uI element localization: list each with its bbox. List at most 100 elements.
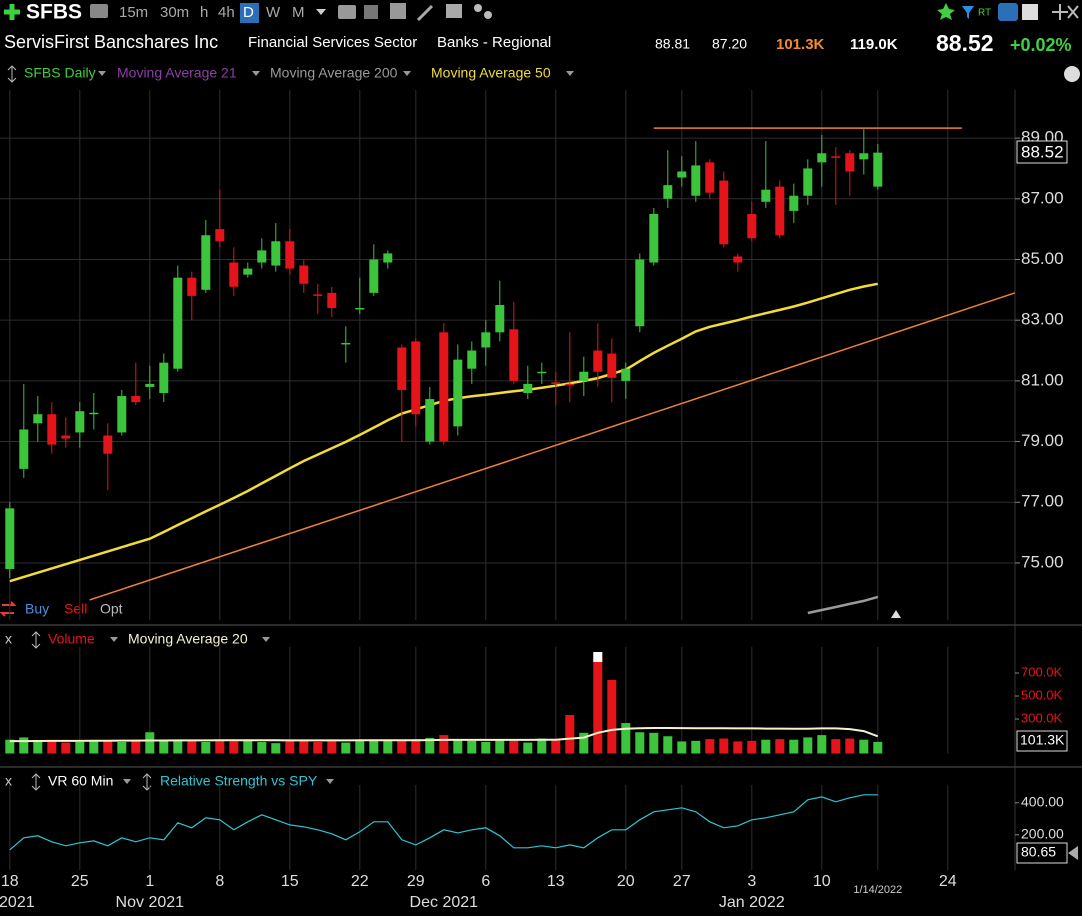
month-label: 2021 <box>0 894 35 911</box>
volume-bar <box>47 741 57 754</box>
candle-body <box>341 342 351 345</box>
x-tick-label: 10 <box>813 873 831 890</box>
icon[interactable] <box>474 4 482 12</box>
legend-entry: Moving Average 200 <box>270 65 398 81</box>
sell-button[interactable]: Sell <box>64 601 87 617</box>
icon[interactable] <box>338 5 356 19</box>
dropdown[interactable] <box>262 637 270 642</box>
panel-close[interactable]: x <box>5 631 12 647</box>
icon[interactable] <box>416 4 434 22</box>
volume-bar <box>229 741 239 754</box>
volume-bar <box>593 652 603 754</box>
legend-symbol: SFBS Daily <box>24 65 96 81</box>
symbol[interactable]: SFBS <box>26 1 82 24</box>
volume-bar <box>341 742 351 754</box>
rt-label[interactable]: RT <box>978 8 991 19</box>
buy-button[interactable]: Buy <box>25 601 49 617</box>
volume-bar <box>327 741 337 754</box>
move-icon[interactable] <box>1052 4 1068 20</box>
icon[interactable] <box>90 4 108 18</box>
icon[interactable] <box>484 11 492 19</box>
dropdown[interactable] <box>316 9 326 15</box>
x-tick-label: 25 <box>71 873 89 890</box>
y-tick-label: 75.00 <box>1021 552 1064 571</box>
candle-body <box>537 371 547 374</box>
interval[interactable]: h <box>200 4 208 21</box>
x-tick-label: 8 <box>215 873 224 890</box>
day-low: 87.20 <box>712 36 747 52</box>
trendline <box>89 292 1015 601</box>
volume-bar <box>243 740 253 754</box>
candle-body <box>103 435 113 454</box>
dropdown[interactable] <box>98 71 106 76</box>
volume-bar <box>719 738 729 754</box>
volume-average <box>9 727 879 743</box>
add-icon[interactable] <box>4 4 20 20</box>
volume-bar <box>103 740 113 754</box>
dropdown[interactable] <box>110 637 118 642</box>
candle-body <box>481 332 491 348</box>
filter-icon[interactable] <box>962 6 974 19</box>
dropdown[interactable] <box>252 71 260 76</box>
volume-bar <box>439 735 449 754</box>
volume-bar <box>33 740 43 754</box>
dropdown[interactable] <box>123 779 131 784</box>
candle-body <box>229 262 239 287</box>
palette-icon[interactable] <box>1064 66 1080 82</box>
dropdown[interactable] <box>566 71 574 76</box>
volume-bar <box>131 739 141 754</box>
icon[interactable] <box>390 3 406 19</box>
close-icon[interactable] <box>1067 5 1079 19</box>
interval[interactable]: D <box>243 4 254 21</box>
volume-bar <box>607 679 617 754</box>
icon[interactable] <box>998 3 1018 21</box>
volume-bar <box>397 739 407 754</box>
volume-bar <box>425 737 435 754</box>
candle-body <box>691 165 701 196</box>
volume-bar <box>19 737 29 754</box>
volume-bar <box>859 739 869 754</box>
icon[interactable] <box>446 4 462 18</box>
y-tick-label: 300.0K <box>1021 710 1063 725</box>
candle-body <box>257 250 267 263</box>
dropdown[interactable] <box>326 779 334 784</box>
interval[interactable]: W <box>266 4 281 21</box>
interval[interactable]: 30m <box>160 4 189 21</box>
icon[interactable] <box>1022 4 1038 20</box>
month-label: Nov 2021 <box>116 894 185 911</box>
volume-bar <box>817 735 827 754</box>
volume-bar <box>369 740 379 754</box>
star-icon[interactable] <box>937 3 955 20</box>
opt-button[interactable]: Opt <box>100 601 123 617</box>
scroll-icon[interactable] <box>891 610 901 618</box>
interval[interactable]: 15m <box>119 4 148 21</box>
legend-entry: Moving Average 21 <box>117 65 237 81</box>
interval[interactable]: M <box>292 4 305 21</box>
moving-average <box>807 595 879 615</box>
candle-body <box>425 399 435 442</box>
ma20-legend: Moving Average 20 <box>128 631 248 647</box>
sort-icon[interactable] <box>31 773 41 791</box>
volume-bar <box>271 743 281 754</box>
candle-body <box>19 429 29 469</box>
candle-body <box>411 341 421 415</box>
company-name: ServisFirst Bancshares Inc <box>4 32 218 52</box>
sort-icon[interactable] <box>31 631 41 649</box>
volume-bar <box>831 739 841 754</box>
last-value-label: 101.3K <box>1020 732 1065 748</box>
volume-bar <box>565 714 575 754</box>
interval[interactable]: 4h <box>218 4 235 21</box>
icon[interactable] <box>364 5 378 19</box>
panel-close[interactable]: x <box>5 773 12 789</box>
sector: Financial Services Sector <box>248 34 417 51</box>
volume-bar <box>579 732 589 754</box>
x-tick-label: 6 <box>481 873 490 890</box>
dropdown[interactable] <box>403 71 411 76</box>
scroll-icon[interactable] <box>1068 846 1078 860</box>
candle-body <box>495 305 505 333</box>
volume-bar <box>789 739 799 754</box>
last-price: 88.52 <box>936 30 994 56</box>
value-box <box>1016 730 1068 752</box>
y-tick-label: 81.00 <box>1021 370 1064 389</box>
sort-icon[interactable] <box>7 65 17 83</box>
